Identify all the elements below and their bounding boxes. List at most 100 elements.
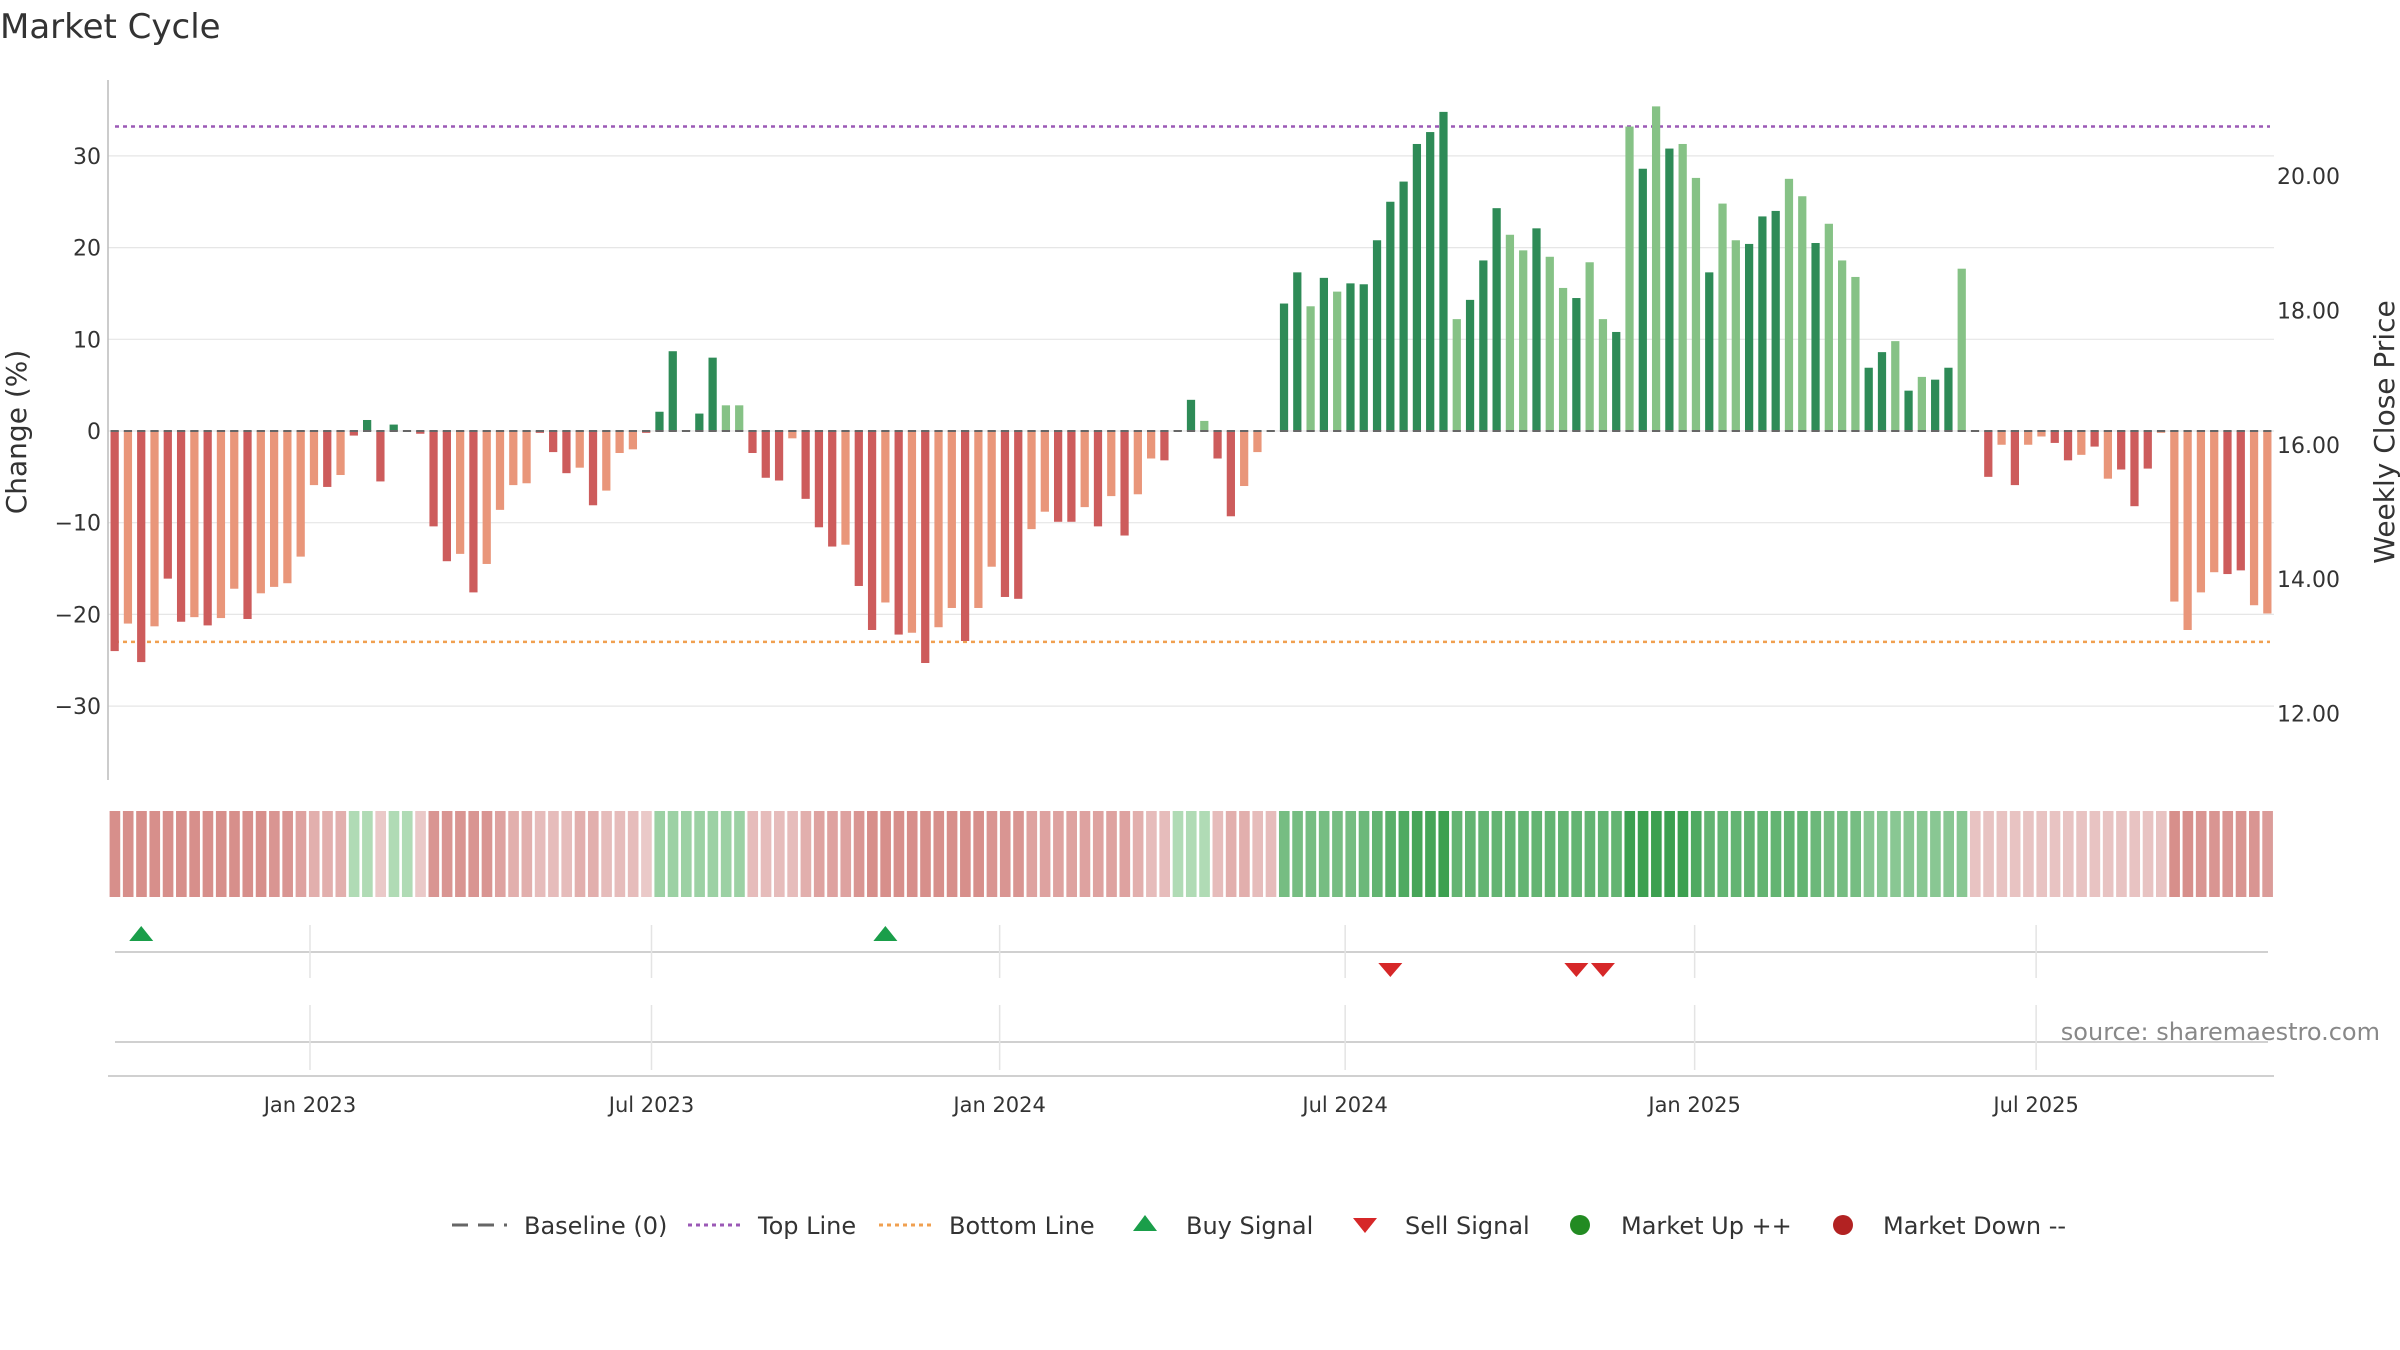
bar-week-3 — [150, 431, 159, 627]
bar-week-130 — [1838, 260, 1847, 431]
y-axis-right-label: Weekly Close Price — [2368, 300, 2400, 563]
heat-cell-72 — [1066, 811, 1077, 897]
bar-week-7 — [203, 431, 212, 626]
heat-cell-153 — [2142, 811, 2154, 897]
bar-week-28 — [482, 431, 491, 564]
legend-label: Baseline (0) — [524, 1212, 667, 1240]
bar-week-58 — [881, 431, 890, 603]
heat-cell-104 — [1491, 811, 1503, 897]
heat-cell-157 — [2195, 811, 2207, 897]
bar-week-27 — [469, 431, 478, 593]
bar-week-74 — [1093, 431, 1103, 527]
heat-cell-37 — [601, 811, 612, 897]
bar-week-30 — [509, 431, 518, 486]
bar-week-106 — [1519, 250, 1528, 431]
heat-cell-76 — [1119, 811, 1131, 897]
heat-cell-44 — [694, 811, 705, 897]
bar-week-119 — [1691, 177, 1701, 431]
bar-week-134 — [1891, 341, 1900, 431]
bar-week-38 — [615, 431, 624, 454]
y-left-tick: 20 — [73, 237, 101, 262]
bar-week-121 — [1718, 203, 1727, 431]
bar-week-161 — [2249, 431, 2259, 606]
heat-cell-24 — [428, 811, 440, 897]
legend-market-down-swatch — [1833, 1215, 1853, 1235]
bar-week-2 — [137, 431, 146, 663]
heat-cell-27 — [468, 811, 480, 897]
heat-cell-63 — [946, 811, 958, 897]
bar-week-17 — [336, 431, 345, 476]
y-right-tick: 12.00 — [2277, 703, 2340, 728]
legend-label: Bottom Line — [949, 1212, 1095, 1240]
heat-cell-112 — [1597, 811, 1609, 897]
bar-week-136 — [1917, 376, 1926, 431]
heat-cell-162 — [2262, 811, 2273, 897]
heat-cell-117 — [1664, 811, 1675, 897]
heat-cell-21 — [388, 811, 400, 897]
heat-cell-6 — [189, 811, 200, 897]
bar-week-72 — [1067, 431, 1076, 522]
legend-label: Top Line — [757, 1212, 856, 1240]
signal-panel — [108, 925, 2274, 1077]
heat-cell-38 — [614, 811, 626, 897]
bar-week-103 — [1479, 260, 1488, 431]
heat-cell-28 — [481, 811, 493, 897]
heat-cell-48 — [747, 811, 759, 897]
legend-label: Market Down -- — [1883, 1212, 2066, 1240]
bar-week-60 — [907, 431, 917, 633]
bar-week-50 — [774, 431, 784, 481]
heat-cell-80 — [1172, 811, 1184, 897]
heat-cell-106 — [1518, 811, 1529, 897]
heat-cell-40 — [641, 811, 652, 897]
bar-week-11 — [256, 431, 265, 594]
heat-cell-77 — [1132, 811, 1144, 897]
heat-cell-78 — [1146, 811, 1157, 897]
bar-week-68 — [1014, 431, 1023, 599]
bar-week-118 — [1678, 143, 1687, 431]
heat-cell-95 — [1371, 811, 1383, 897]
bar-week-16 — [323, 431, 332, 487]
bar-week-153 — [2143, 431, 2152, 469]
bar-week-122 — [1731, 240, 1740, 431]
heat-cell-103 — [1478, 811, 1489, 897]
bar-week-107 — [1532, 228, 1541, 431]
heat-cell-88 — [1278, 811, 1290, 897]
heat-cell-126 — [1783, 811, 1795, 897]
bar-week-125 — [1771, 210, 1780, 431]
axes: 30 20 10 0 −10 −20 −30 20.00 18.00 16.00 14.00 12.0… — [55, 80, 2340, 1117]
bar-week-115 — [1638, 168, 1647, 431]
heat-cell-136 — [1916, 811, 1928, 897]
bar-week-6 — [190, 431, 199, 618]
sell-signal-marker — [1564, 963, 1589, 977]
legend: Baseline (0) Top Line Bottom Line Buy Signa… — [452, 1212, 2066, 1240]
y-right-tick: 16.00 — [2277, 434, 2340, 459]
bar-week-150 — [2103, 431, 2113, 479]
bar-week-152 — [2130, 431, 2139, 507]
heat-cell-32 — [534, 811, 546, 897]
heat-cell-102 — [1465, 811, 1476, 897]
heat-cell-85 — [1239, 811, 1250, 897]
y-left-tick: −30 — [55, 695, 101, 720]
heat-cell-110 — [1571, 811, 1582, 897]
heat-cell-53 — [813, 811, 825, 897]
heat-cell-14 — [295, 811, 307, 897]
bar-week-128 — [1811, 243, 1820, 431]
heat-strip — [109, 811, 2273, 897]
heat-cell-100 — [1438, 811, 1450, 897]
chart-title: Market Cycle — [0, 7, 221, 47]
bar-week-114 — [1625, 126, 1634, 431]
heat-cell-39 — [627, 811, 639, 897]
heat-cell-64 — [960, 811, 971, 897]
heat-cell-13 — [282, 811, 293, 897]
heat-cell-90 — [1305, 811, 1317, 897]
heat-cell-158 — [2209, 811, 2220, 897]
bar-week-25 — [442, 431, 451, 562]
heat-cell-36 — [587, 811, 599, 897]
bar-week-162 — [2263, 431, 2272, 614]
bar-week-95 — [1372, 240, 1382, 431]
bar-week-49 — [761, 431, 770, 478]
x-date-tick: Jan 2024 — [951, 1093, 1046, 1117]
bar-week-85 — [1240, 431, 1249, 487]
x-date-tick: Jan 2023 — [262, 1093, 357, 1117]
heat-cell-58 — [880, 811, 891, 897]
